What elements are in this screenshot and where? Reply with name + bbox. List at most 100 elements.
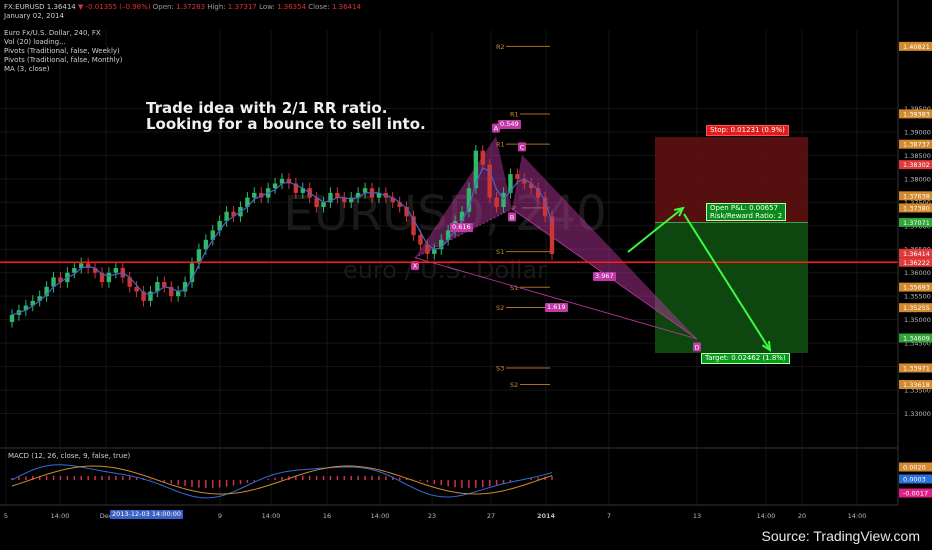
candle <box>321 202 326 207</box>
candle <box>439 239 444 250</box>
pivot-label: R1 <box>496 141 505 149</box>
risk-reward: Risk/Reward Ratio: 2 <box>710 212 783 220</box>
ratio-label: 1.619 <box>545 303 568 312</box>
time-tick-label: 13 <box>693 512 701 520</box>
time-tick-label: 20 <box>798 512 806 520</box>
indicator-volume[interactable]: Vol (20) loading... <box>4 38 66 46</box>
pattern-point-badge <box>411 261 419 271</box>
price-label-text: 1.34609 <box>903 335 930 343</box>
candle <box>445 230 451 240</box>
candle <box>79 263 84 269</box>
candle <box>72 268 77 273</box>
candle <box>169 286 174 297</box>
candle <box>58 277 63 283</box>
price-label-text: 1.38302 <box>903 161 930 169</box>
candle <box>529 183 534 189</box>
candle <box>466 188 472 212</box>
price-label-text: 1.39383 <box>903 110 930 118</box>
candle <box>92 268 98 273</box>
pattern-point-label: A <box>494 125 499 133</box>
ratio-label: 0.549 <box>498 120 521 129</box>
candle <box>175 291 181 297</box>
candle <box>480 150 485 165</box>
price-tick-label: 1.33000 <box>904 410 931 418</box>
candle <box>162 282 167 287</box>
pattern-point-badge <box>518 142 526 152</box>
pivot-label: P <box>512 204 516 212</box>
price-label-badge <box>899 257 932 267</box>
price-label-badge <box>899 160 932 170</box>
candle <box>231 211 236 217</box>
arrow-shaft <box>627 207 684 253</box>
pivot-label: R2 <box>496 43 505 51</box>
candle <box>522 178 527 184</box>
low-value: 1.36354 <box>277 3 307 11</box>
time-tick-label: 14:00 <box>371 512 390 520</box>
candle <box>355 192 361 198</box>
indicator-pivots-monthly[interactable]: Pivots (Traditional, false, Monthly) <box>4 56 123 64</box>
time-tick-label: 2014 <box>537 512 556 520</box>
candle <box>473 150 479 189</box>
symbol: FX:EURUSD <box>4 3 45 11</box>
candle <box>127 277 132 287</box>
candle <box>210 230 215 240</box>
candle <box>23 305 29 311</box>
pattern-point-label: X <box>413 262 418 270</box>
indicator-ma[interactable]: MA (3, close) <box>4 65 50 73</box>
open-value: 1.37283 <box>176 3 205 11</box>
price-tick-label: 1.35500 <box>904 293 931 301</box>
time-tick-label: 27 <box>487 512 495 520</box>
price-label-badge <box>899 217 932 227</box>
indicator-pivots-weekly[interactable]: Pivots (Traditional, false, Weekly) <box>4 47 120 55</box>
candle <box>286 178 292 184</box>
moving-average <box>11 167 553 316</box>
candle <box>397 202 402 207</box>
arrow-shaft <box>683 213 771 351</box>
candle <box>85 263 91 269</box>
price-label-text: 1.37638 <box>903 192 930 200</box>
pivot-label: S2 <box>496 304 504 312</box>
candle <box>349 197 354 203</box>
candle <box>44 286 49 297</box>
symbol-line: FX:EURUSD 1.36414 ▼ -0.01355 (–0.98%) Op… <box>4 3 361 11</box>
time-tick-label: 23 <box>428 512 436 520</box>
candle <box>515 174 520 179</box>
price-axis: 1.39500 1.39000 1.38500 1.38000 1.37500 1.370… <box>897 0 932 505</box>
time-tick-label: 14:00 <box>51 512 70 520</box>
price-label-badge <box>899 109 932 119</box>
candle <box>390 197 395 203</box>
price-label-badge <box>899 248 932 258</box>
crosshair-date: 2013-12-03 14:00:00 <box>110 510 184 519</box>
candle <box>418 235 423 245</box>
candle <box>342 197 347 203</box>
price-label-text: 1.35693 <box>903 284 930 292</box>
candle <box>272 183 278 189</box>
price-tick-label: 1.33500 <box>904 387 931 395</box>
price-label-badge <box>899 333 932 343</box>
candle <box>9 314 15 323</box>
price-tick-label: 1.39000 <box>904 128 931 136</box>
candle <box>314 197 319 207</box>
candle <box>113 268 119 273</box>
price-label-text: 1.37380 <box>903 204 930 212</box>
candle <box>542 197 548 217</box>
time-tick-label: 9 <box>218 512 222 520</box>
candle <box>252 192 257 198</box>
last-price: 1.36414 <box>46 3 76 11</box>
time-tick-label: Dec <box>100 512 113 520</box>
price-label-badge <box>899 203 932 213</box>
ma-line <box>11 167 553 316</box>
pattern-point-badge <box>693 342 701 352</box>
candle <box>245 197 250 207</box>
candle <box>203 239 209 250</box>
watermark-line: euro / U.S. Dollar <box>343 256 547 284</box>
stop-label: Stop: 0.01231 (0.9%) <box>706 125 789 136</box>
candle <box>99 272 105 283</box>
price-label-text: 1.38737 <box>903 141 930 149</box>
candle <box>335 192 340 198</box>
signal-line <box>11 465 553 495</box>
pivot-label: S2 <box>510 381 518 389</box>
price-label-text: 1.40821 <box>903 43 930 51</box>
candle <box>328 192 333 203</box>
